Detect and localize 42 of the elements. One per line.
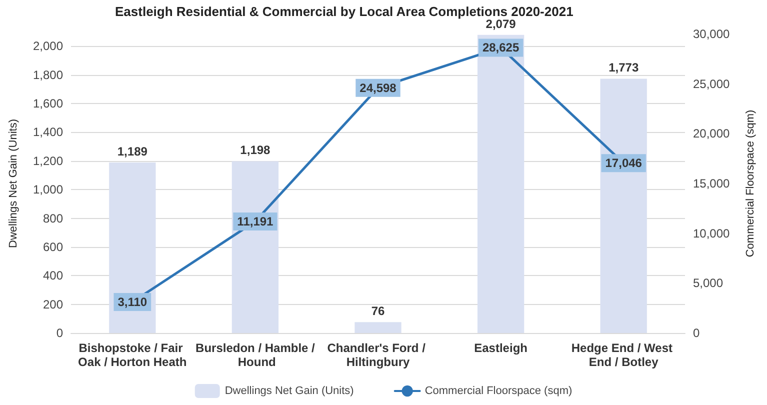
y-tick-label: 800	[42, 211, 64, 226]
legend-label: Dwellings Net Gain (Units)	[224, 385, 354, 397]
bar	[354, 322, 402, 333]
data-label: 1,773	[608, 60, 639, 75]
bar	[600, 78, 647, 333]
legend-label: Commercial Floorspace (sqm)	[424, 385, 572, 397]
y2-tick-label: 30,000	[693, 27, 730, 41]
y-tick-label: 1,400	[32, 125, 64, 140]
y-axis-title: Dwellings Net Gain (Units)	[8, 119, 20, 248]
y-tick-label: 2,000	[32, 39, 64, 54]
y-tick-label: 0	[56, 326, 64, 340]
y2-tick-label: 15,000	[693, 176, 730, 190]
x-tick-label: Bishopstoke / Fair Oak / Horton Heath	[78, 341, 187, 369]
y-tick-label: 600	[42, 240, 64, 254]
y-tick-label: 200	[42, 297, 64, 312]
data-label: 76	[371, 304, 385, 318]
y-tick-label: 400	[42, 268, 64, 283]
x-tick-label: Bursledon / Hamble / Hound	[196, 341, 316, 369]
data-label: 17,046	[605, 156, 642, 170]
y2-tick-label: 10,000	[693, 226, 730, 240]
y2-tick-label: 5,000	[693, 276, 724, 290]
x-tick-label: Chandler's Ford / Hiltingbury	[327, 341, 429, 369]
data-label: 24,598	[360, 80, 397, 95]
bar	[109, 162, 156, 333]
data-label: 28,625	[482, 40, 520, 55]
x-tick-label: Eastleigh	[474, 341, 528, 355]
bar	[477, 34, 524, 333]
chart-title: Eastleigh Residential & Commercial by Local Area Completions 2020-2021	[115, 4, 574, 19]
data-label: 11,191	[237, 214, 274, 228]
y2-tick-label: 0	[693, 326, 700, 340]
y2-tick-label: 20,000	[693, 126, 730, 141]
y2-axis-title: Commercial Floorspace (sqm)	[744, 110, 756, 258]
x-tick-label: Hedge End / West End / Botley	[571, 341, 676, 369]
y-tick-label: 1,600	[32, 96, 64, 111]
y-tick-label: 1,800	[32, 68, 64, 82]
bar	[232, 161, 279, 333]
y-tick-label: 1,200	[32, 154, 64, 168]
data-label: 1,198	[240, 143, 271, 158]
y-tick-label: 1,000	[32, 182, 64, 197]
data-label: 2,079	[486, 16, 516, 31]
y2-tick-label: 25,000	[693, 76, 730, 91]
data-label: 1,189	[117, 144, 148, 158]
